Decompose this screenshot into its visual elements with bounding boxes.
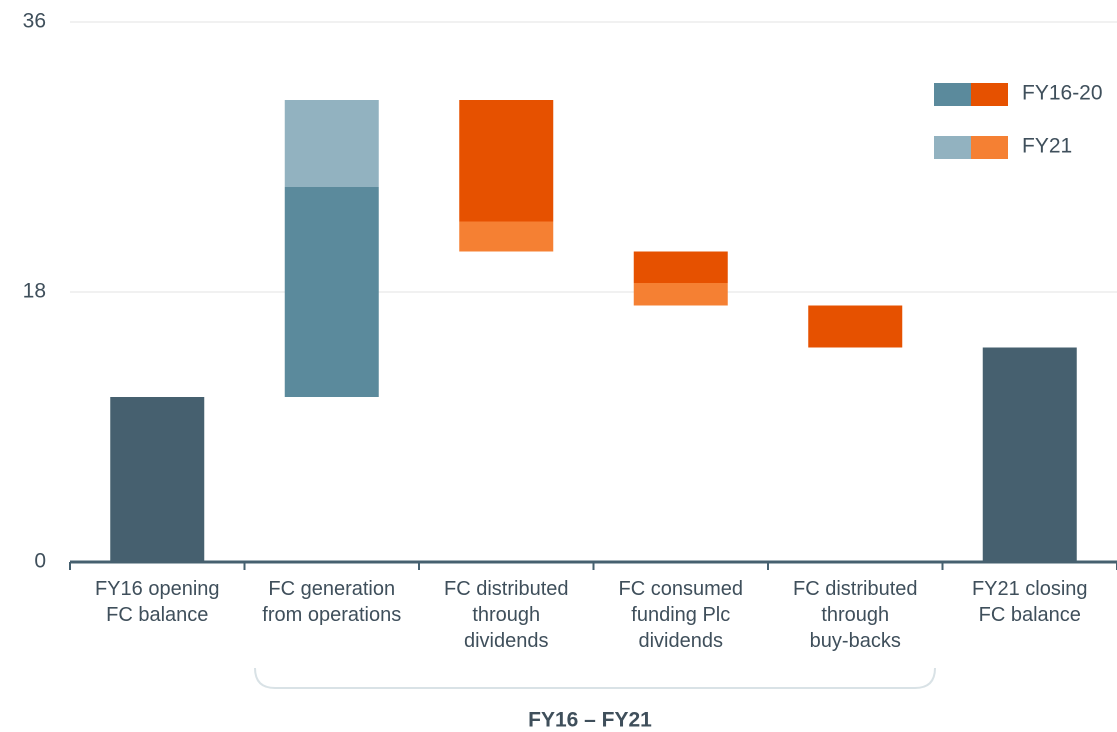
bracket: [254, 667, 936, 689]
legend-label: FY21: [1022, 135, 1072, 158]
x-tick-label: FC distributed through buy-backs: [793, 578, 918, 652]
bar-segment: [633, 283, 728, 306]
x-tick-label: FC consumed funding Plc dividends: [618, 578, 744, 652]
bar-segment: [633, 251, 728, 283]
total-bar: [982, 347, 1077, 562]
bar-segment: [459, 221, 554, 252]
y-tick-label: 18: [23, 280, 46, 303]
x-tick-label: FC distributed through dividends: [444, 578, 569, 652]
x-tick-label: FY21 closing FC balance: [971, 578, 1088, 626]
legend-swatch: [971, 83, 1008, 106]
total-bar: [110, 397, 205, 562]
bracket-label: FY16 – FY21: [528, 709, 652, 732]
bar-segment: [284, 100, 379, 187]
x-tick-label: FC generation from operations: [262, 578, 402, 626]
bar-segment: [284, 187, 379, 397]
legend-swatch: [934, 83, 971, 106]
bar-segment: [808, 305, 903, 348]
y-tick-label: 0: [34, 550, 46, 573]
bar-segment: [459, 100, 554, 222]
legend-swatch: [971, 136, 1008, 159]
y-tick-label: 36: [23, 10, 46, 33]
x-tick-label: FY16 opening FC balance: [94, 578, 220, 626]
legend-swatch: [934, 136, 971, 159]
legend-label: FY16-20: [1022, 82, 1103, 105]
